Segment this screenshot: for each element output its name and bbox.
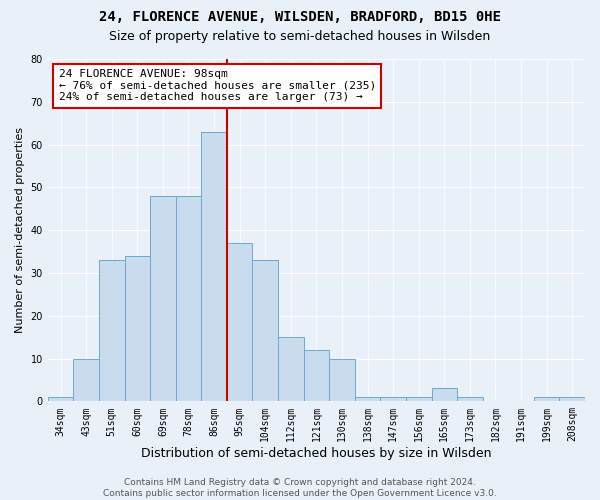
- Bar: [406, 397, 431, 402]
- Bar: [99, 260, 125, 402]
- Bar: [176, 196, 201, 402]
- Bar: [125, 256, 150, 402]
- Bar: [559, 397, 585, 402]
- Bar: [304, 350, 329, 402]
- Text: 24 FLORENCE AVENUE: 98sqm
← 76% of semi-detached houses are smaller (235)
24% of: 24 FLORENCE AVENUE: 98sqm ← 76% of semi-…: [59, 70, 376, 102]
- Bar: [201, 132, 227, 402]
- Bar: [534, 397, 559, 402]
- Bar: [329, 358, 355, 402]
- Bar: [73, 358, 99, 402]
- Bar: [355, 397, 380, 402]
- Bar: [48, 397, 73, 402]
- Text: 24, FLORENCE AVENUE, WILSDEN, BRADFORD, BD15 0HE: 24, FLORENCE AVENUE, WILSDEN, BRADFORD, …: [99, 10, 501, 24]
- Bar: [150, 196, 176, 402]
- Text: Contains HM Land Registry data © Crown copyright and database right 2024.
Contai: Contains HM Land Registry data © Crown c…: [103, 478, 497, 498]
- Bar: [227, 243, 253, 402]
- Bar: [253, 260, 278, 402]
- Bar: [380, 397, 406, 402]
- Y-axis label: Number of semi-detached properties: Number of semi-detached properties: [15, 127, 25, 333]
- Bar: [457, 397, 482, 402]
- Bar: [431, 388, 457, 402]
- Bar: [278, 337, 304, 402]
- X-axis label: Distribution of semi-detached houses by size in Wilsden: Distribution of semi-detached houses by …: [141, 447, 491, 460]
- Text: Size of property relative to semi-detached houses in Wilsden: Size of property relative to semi-detach…: [109, 30, 491, 43]
